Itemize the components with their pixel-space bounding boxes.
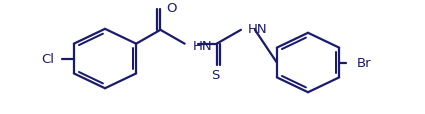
Text: HN: HN (248, 23, 268, 36)
Text: O: O (167, 1, 177, 14)
Text: Cl: Cl (41, 53, 54, 65)
Text: HN: HN (193, 40, 212, 53)
Text: S: S (212, 68, 220, 81)
Text: Br: Br (357, 57, 372, 69)
